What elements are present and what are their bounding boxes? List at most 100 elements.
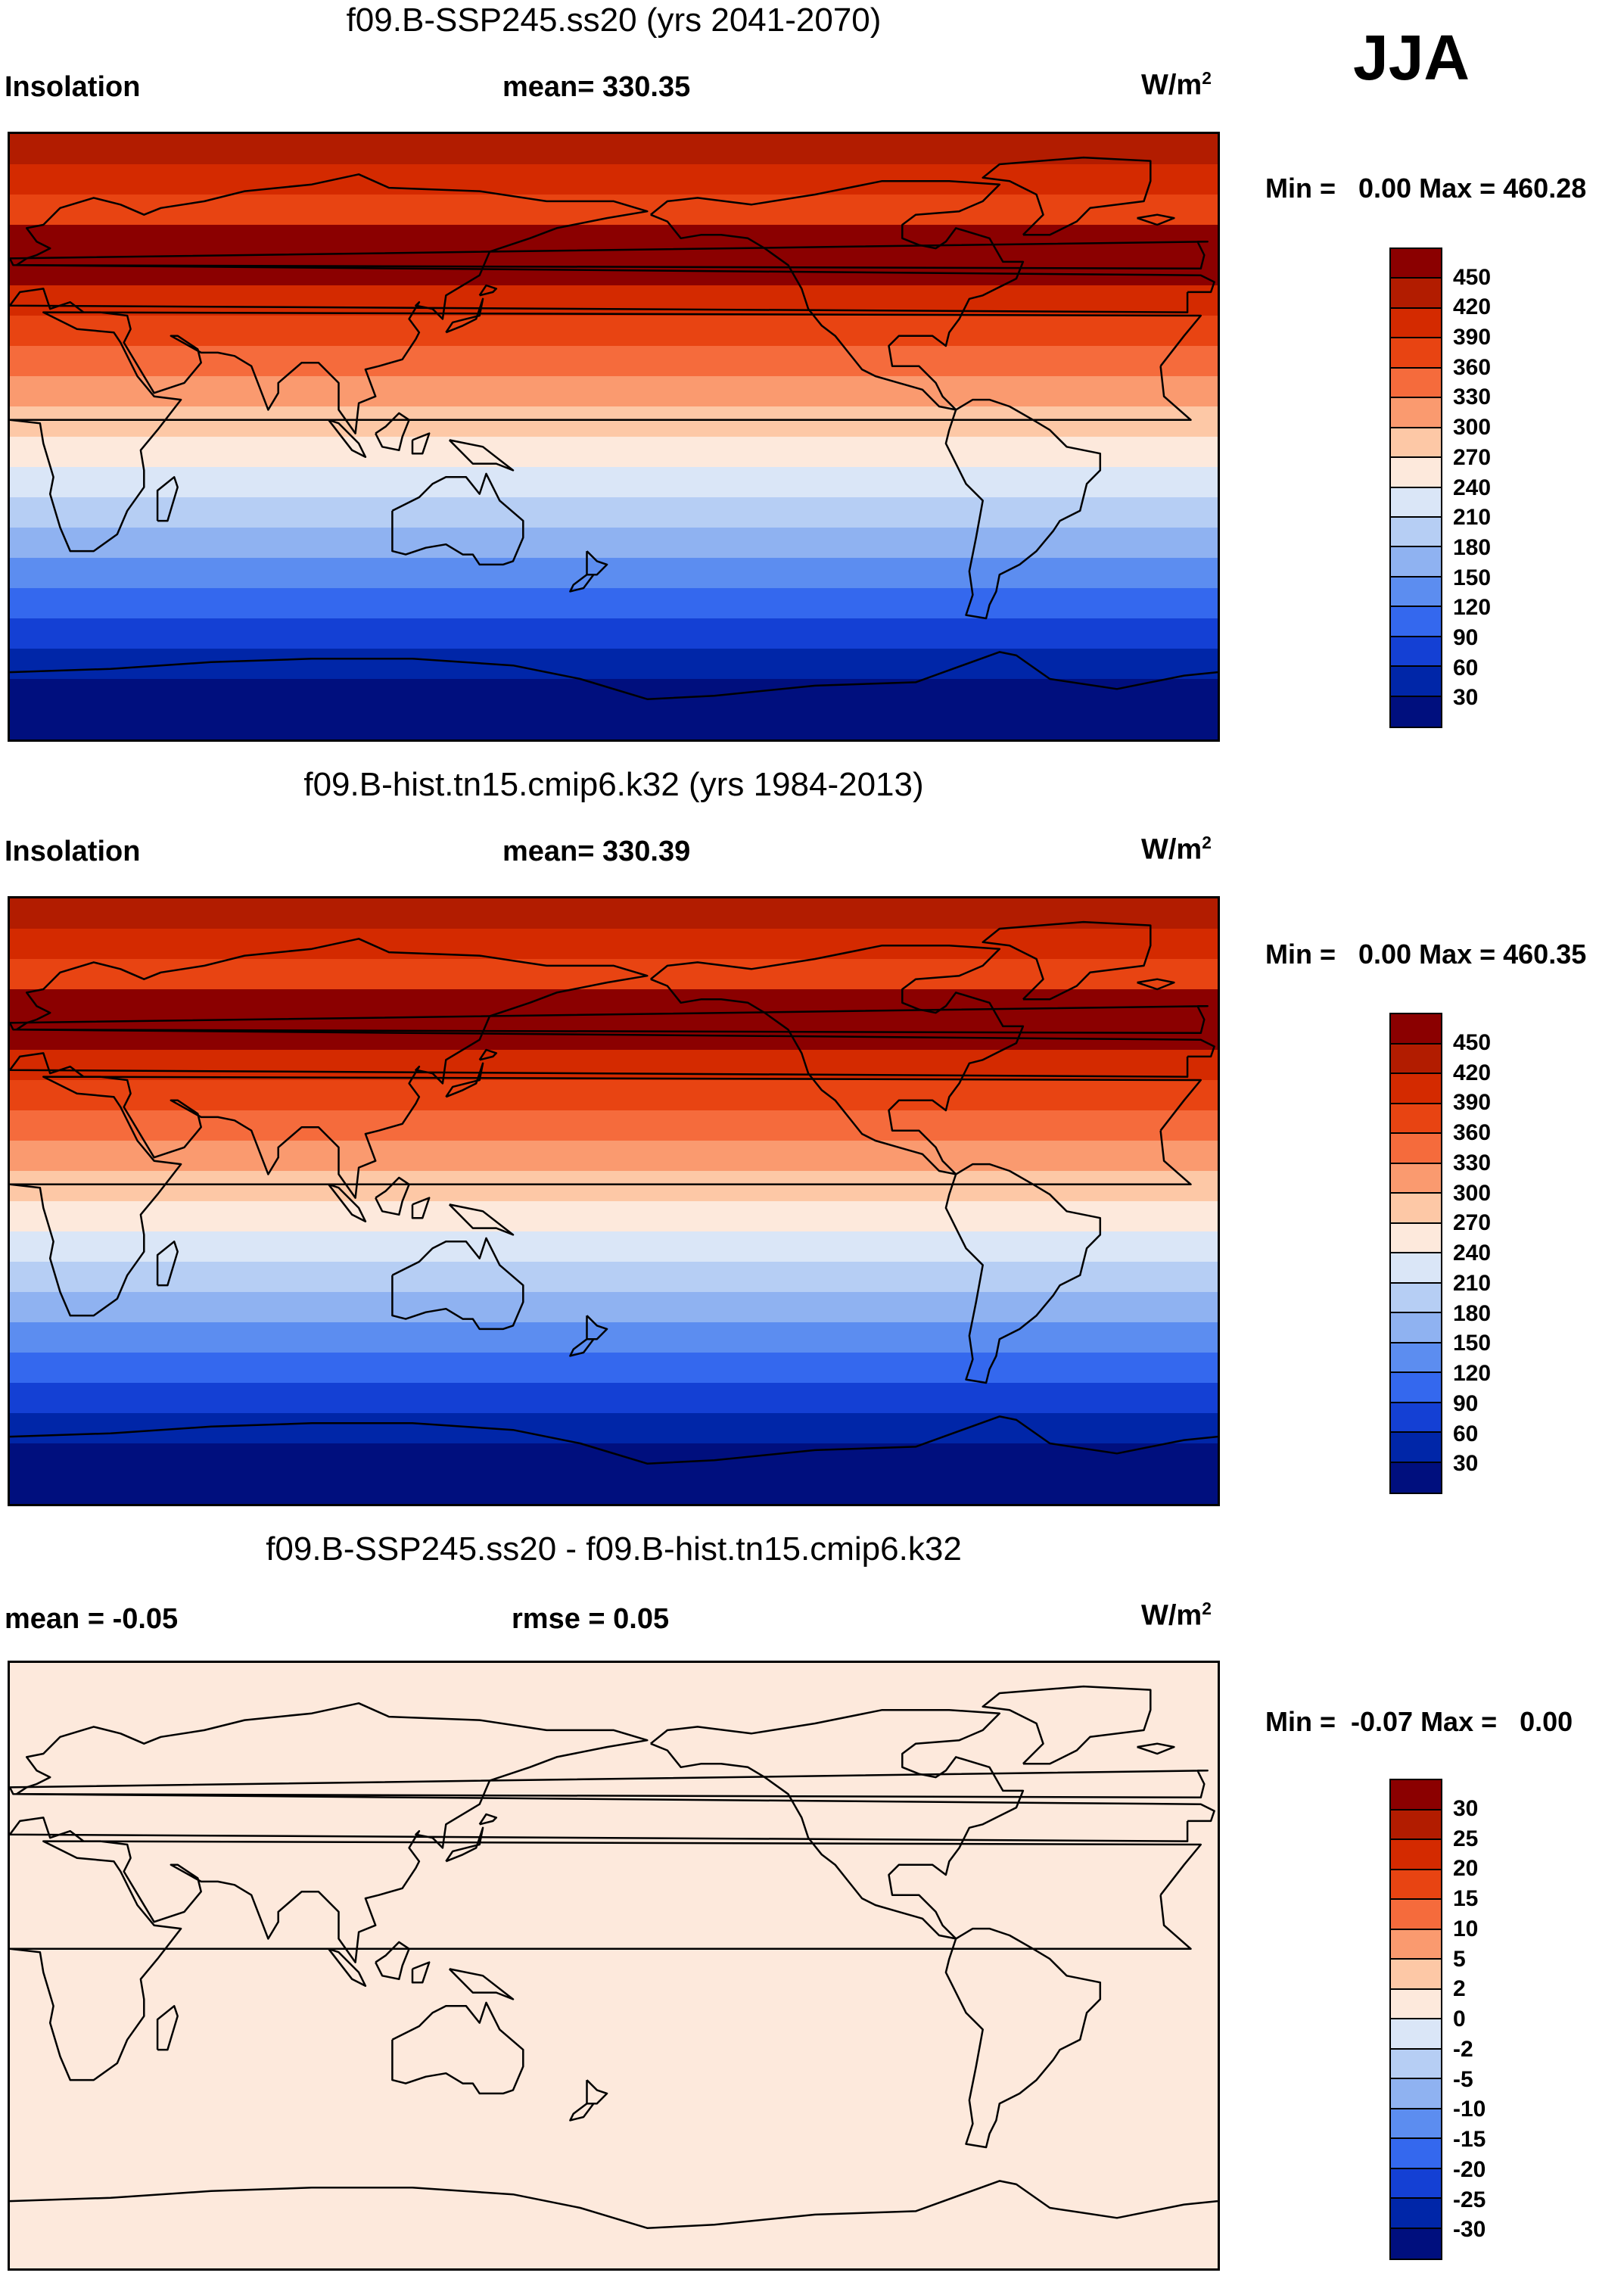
coastline [650, 179, 1025, 411]
panel-2-mean-label: mean= 330.39 [502, 836, 691, 867]
zonal-band [10, 134, 1218, 165]
coastline [586, 550, 608, 576]
colorbar-tick-label: 330 [1453, 385, 1492, 410]
coastline [10, 1004, 1209, 1035]
colorbar-swatch [1391, 1433, 1441, 1463]
zonal-band [10, 528, 1218, 559]
zonal-band [10, 588, 1218, 619]
coastline [10, 1769, 1209, 1799]
zonal-band [10, 346, 1218, 377]
coastline [569, 573, 595, 593]
zonal-band [10, 1443, 1218, 1474]
coastline [569, 1337, 595, 1357]
coastline [156, 476, 179, 522]
colorbar-swatch [1391, 2049, 1441, 2079]
coastline [586, 2079, 608, 2105]
colorbar-swatch [1391, 1014, 1441, 1045]
coastline [1137, 1742, 1175, 1755]
colorbar-swatch [1391, 2109, 1441, 2139]
colorbar-swatch [1391, 547, 1441, 578]
colorbar-tick-label: 390 [1453, 325, 1492, 350]
panel-1-colorbar [1389, 248, 1442, 728]
panel-3-title: f09.B-SSP245.ss20 - f09.B-hist.tn15.cmip… [266, 1530, 962, 1568]
colorbar-tick-label: -25 [1453, 2187, 1486, 2212]
zonal-band [10, 1080, 1218, 1111]
colorbar-swatch [1391, 1044, 1441, 1074]
colorbar-swatch [1391, 279, 1441, 309]
colorbar-tick-label: 270 [1453, 444, 1492, 470]
zonal-band [10, 316, 1218, 347]
colorbar-swatch [1391, 1810, 1441, 1840]
coastline [328, 1183, 367, 1222]
coastline [10, 651, 1218, 700]
zonal-band [10, 1322, 1218, 1353]
colorbar-tick-label: 210 [1453, 1270, 1492, 1296]
zonal-band [10, 497, 1218, 528]
coastline [569, 2102, 595, 2122]
colorbar-tick-label: 360 [1453, 1120, 1492, 1145]
panel-3-rmse-label: rmse = 0.05 [512, 1603, 670, 1635]
colorbar-tick-label: -10 [1453, 2097, 1486, 2122]
coastline [982, 920, 1152, 1001]
zonal-band [10, 1231, 1218, 1262]
coastline [478, 284, 498, 297]
colorbar-swatch [1391, 1989, 1441, 2019]
colorbar-swatch [1391, 1403, 1441, 1433]
zonal-band [10, 1110, 1218, 1141]
colorbar-swatch [1391, 1163, 1441, 1194]
colorbar-tick-label: 30 [1453, 685, 1479, 711]
panel-3-mean-label: mean = -0.05 [5, 1603, 179, 1635]
colorbar-swatch [1391, 1253, 1441, 1284]
zonal-band [10, 437, 1218, 468]
colorbar-swatch [1391, 1223, 1441, 1253]
colorbar-swatch [1391, 1104, 1441, 1134]
colorbar-swatch [1391, 1929, 1441, 1960]
coastline [10, 311, 1202, 553]
panel-3-units: W/m2 [1141, 1599, 1212, 1632]
colorbar-tick-label: 150 [1453, 565, 1492, 590]
colorbar-tick-label: 150 [1453, 1331, 1492, 1356]
coastline [10, 938, 1215, 1199]
coastline [10, 240, 1209, 270]
colorbar-tick-label: 5 [1453, 1946, 1466, 1972]
colorbar-swatch [1391, 2139, 1441, 2169]
colorbar-tick-label: 120 [1453, 1361, 1492, 1386]
coastline [411, 1197, 431, 1219]
panel-1-units: W/m2 [1141, 68, 1212, 101]
zonal-band [10, 1201, 1218, 1232]
zonal-band [10, 1262, 1218, 1293]
coastline [478, 1048, 498, 1061]
panel-2-variable-label: Insolation [5, 836, 141, 867]
colorbar-swatch [1391, 607, 1441, 637]
colorbar-tick-label: 90 [1453, 624, 1479, 650]
colorbar-tick-label: 120 [1453, 595, 1492, 621]
zonal-band [10, 1413, 1218, 1444]
colorbar-swatch [1391, 637, 1441, 668]
coastline [411, 1961, 431, 1984]
colorbar-swatch [1391, 398, 1441, 428]
colorbar-tick-label: 270 [1453, 1210, 1492, 1236]
colorbar-swatch [1391, 577, 1441, 608]
coastline [375, 412, 410, 452]
colorbar-swatch [1391, 458, 1441, 488]
coastline [448, 1968, 515, 2000]
colorbar-swatch [1391, 2168, 1441, 2199]
coastline [445, 1826, 484, 1863]
colorbar-swatch [1391, 1194, 1441, 1224]
colorbar-swatch [1391, 1074, 1441, 1104]
coastline [10, 2180, 1218, 2229]
colorbar-tick-label: -15 [1453, 2127, 1486, 2152]
colorbar-tick-label: 240 [1453, 1241, 1492, 1266]
colorbar-tick-label: 300 [1453, 1180, 1492, 1206]
colorbar-swatch [1391, 2019, 1441, 2050]
colorbar-tick-label: -5 [1453, 2066, 1473, 2092]
colorbar-swatch [1391, 1134, 1441, 1164]
zonal-band [10, 1353, 1218, 1384]
colorbar-tick-label: 0 [1453, 2007, 1466, 2031]
colorbar-tick-label: 10 [1453, 1916, 1479, 1941]
colorbar-tick-label: 420 [1453, 1060, 1492, 1085]
colorbar-swatch [1391, 1373, 1441, 1403]
panel-1-title: f09.B-SSP245.ss20 (yrs 2041-2070) [346, 2, 882, 39]
map-fill [10, 1663, 1218, 2268]
colorbar-tick-label: 20 [1453, 1856, 1479, 1882]
